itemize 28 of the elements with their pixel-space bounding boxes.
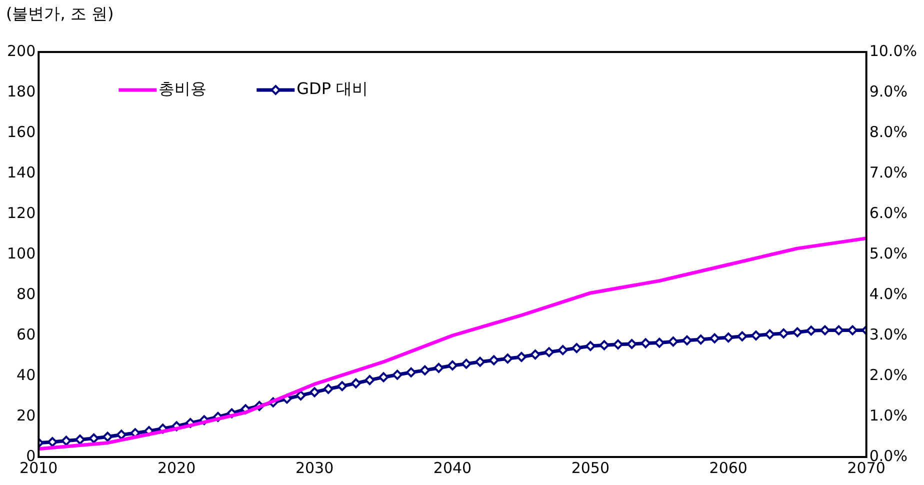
y2-tick-label: 7.0% bbox=[869, 163, 908, 182]
y-tick-label: 100 bbox=[6, 244, 36, 262]
y2-tick-label: 5.0% bbox=[869, 244, 908, 262]
x-tick-label: 2040 bbox=[433, 458, 472, 477]
y2-tick-label: 3.0% bbox=[869, 325, 908, 344]
y-tick-label: 140 bbox=[6, 163, 36, 182]
legend-label: 총비용 bbox=[158, 79, 207, 98]
y-tick-label: 120 bbox=[6, 204, 36, 222]
y2-tick-label: 2.0% bbox=[869, 366, 908, 384]
x-tick-label: 2020 bbox=[157, 458, 196, 477]
legend-label: GDP 대비 bbox=[296, 79, 368, 98]
y-tick-label: 20 bbox=[16, 406, 36, 424]
y2-tick-label: 9.0% bbox=[869, 82, 908, 100]
y-tick-label: 160 bbox=[6, 122, 36, 141]
y2-tick-label: 8.0% bbox=[869, 122, 908, 141]
y2-tick-label: 6.0% bbox=[869, 204, 908, 222]
y2-tick-label: 10.0% bbox=[869, 42, 918, 60]
y-tick-label: 80 bbox=[16, 284, 36, 303]
y2-tick-label: 1.0% bbox=[869, 406, 908, 424]
y-axis-title: (불변가, 조 원) bbox=[6, 4, 114, 25]
x-tick-label: 2030 bbox=[295, 458, 334, 477]
x-tick-label: 2060 bbox=[709, 458, 748, 477]
y-tick-label: 200 bbox=[6, 42, 36, 60]
x-tick-label: 2050 bbox=[571, 458, 610, 477]
y-tick-label: 60 bbox=[16, 325, 36, 344]
y-tick-label: 180 bbox=[6, 82, 36, 100]
y2-tick-label: 4.0% bbox=[869, 284, 908, 303]
y-tick-label: 40 bbox=[16, 366, 36, 384]
